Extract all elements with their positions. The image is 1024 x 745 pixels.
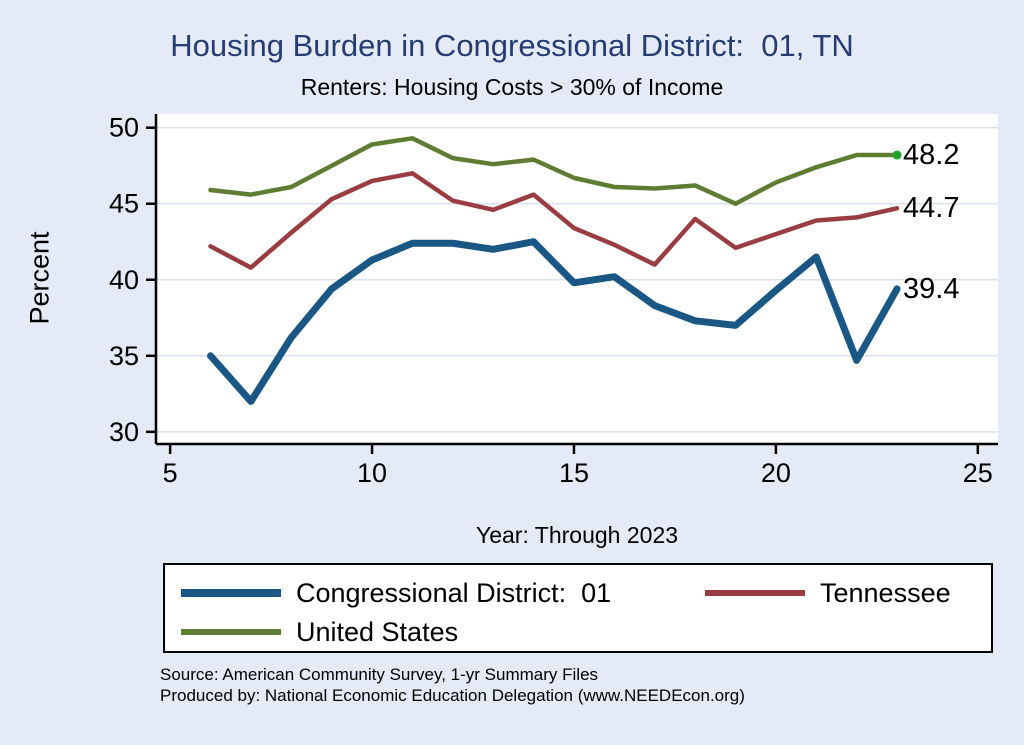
legend-label-united-states: United States <box>296 616 459 647</box>
x-tick-label-10: 10 <box>357 458 387 488</box>
plot-area: 30 35 40 45 50 5 10 15 20 25 <box>109 113 998 488</box>
y-tick-label-45: 45 <box>109 189 139 219</box>
legend-item-district: Congressional District: 01 <box>181 576 611 610</box>
series-line-tennessee <box>208 171 900 270</box>
legend-swatch-tennessee-line <box>705 590 805 596</box>
source-line-2: Produced by: National Economic Education… <box>160 686 745 705</box>
source-line-1: Source: American Community Survey, 1-yr … <box>160 665 599 684</box>
y-tick-label-40: 40 <box>109 265 139 295</box>
legend-item-tennessee: Tennessee <box>705 576 951 610</box>
legend-swatch-district-line <box>181 589 281 597</box>
legend-item-united-states: United States <box>181 615 458 649</box>
y-tick-label-50: 50 <box>109 113 139 143</box>
legend-swatch-united-states-line <box>181 629 281 635</box>
x-tick-label-15: 15 <box>559 458 589 488</box>
value-label-48.2: 48.2 <box>903 139 960 172</box>
legend-label-district: Congressional District: 01 <box>296 577 612 608</box>
y-tick-label-30: 30 <box>109 417 139 447</box>
legend: Congressional District: 01 Tennessee Uni… <box>163 563 993 653</box>
y-tick-label-35: 35 <box>109 341 139 371</box>
legend-label-tennessee: Tennessee <box>820 577 951 608</box>
series-line-united-states <box>208 136 900 206</box>
x-tick-label-5: 5 <box>163 458 178 488</box>
source-note: Source: American Community Survey, 1-yr … <box>160 664 745 706</box>
x-tick-label-25: 25 <box>963 458 993 488</box>
series-end-marker <box>892 150 902 160</box>
chart-title: Housing Burden in Congressional District… <box>170 28 854 63</box>
value-label-39.4: 39.4 <box>903 272 960 305</box>
chart-subtitle: Renters: Housing Costs > 30% of Income <box>300 74 724 100</box>
x-axis-label: Year: Through 2023 <box>475 522 679 548</box>
series-line-congressional-district-01 <box>207 238 901 405</box>
x-tick-label-20: 20 <box>761 458 791 488</box>
value-label-44.7: 44.7 <box>903 192 960 225</box>
